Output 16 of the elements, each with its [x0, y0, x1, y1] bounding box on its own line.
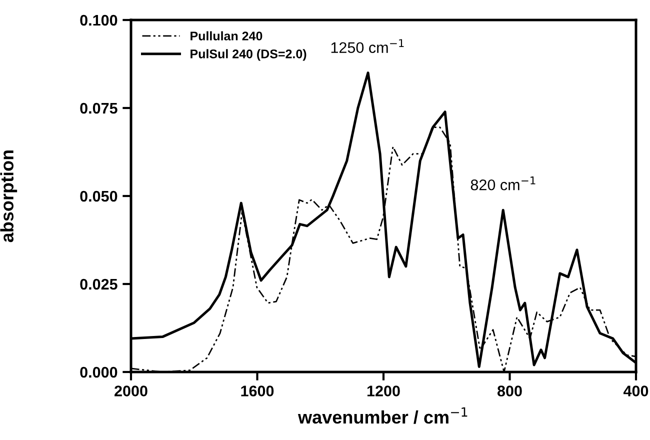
- annotation: 820 cm$^{−1}$: [470, 176, 536, 190]
- y-tick-label: 0.000: [80, 366, 118, 378]
- x-tick-label: 800: [497, 386, 522, 396]
- x-tick-label: 400: [623, 386, 648, 396]
- y-tick-label: 0.075: [80, 102, 118, 114]
- y-tick-label: 0.025: [80, 278, 118, 290]
- annotation: 1250 cm$^{−1}$: [331, 39, 404, 54]
- y-tick-label: 0.100: [80, 14, 118, 26]
- x-axis-title: wavenumber / cm$^{−1}$: [298, 407, 468, 424]
- x-tick-label: 2000: [114, 386, 148, 396]
- y-tick-label: 0.050: [80, 190, 118, 202]
- x-tick-label: 1600: [241, 386, 274, 396]
- legend-label: Pullulan 240: [190, 31, 262, 40]
- legend-label: PulSul 240 (DS=2.0): [190, 49, 306, 61]
- x-tick-label: 1200: [367, 386, 400, 396]
- y-axis-title: absorption: [0, 150, 18, 242]
